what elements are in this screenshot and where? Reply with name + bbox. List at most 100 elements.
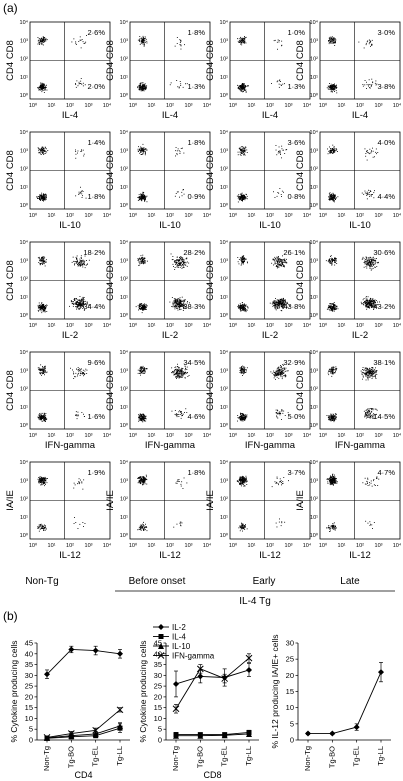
dot bbox=[333, 199, 335, 201]
dot bbox=[39, 306, 41, 308]
dot bbox=[178, 259, 180, 261]
dot bbox=[278, 260, 280, 261]
dot bbox=[44, 368, 46, 370]
dot bbox=[244, 87, 246, 89]
x-tick-label: 10¹ bbox=[48, 433, 56, 439]
dot bbox=[45, 370, 46, 372]
dot bbox=[174, 301, 175, 303]
dot bbox=[43, 309, 44, 311]
dot bbox=[281, 45, 282, 47]
dot bbox=[370, 258, 372, 260]
dot bbox=[243, 148, 245, 150]
dot bbox=[377, 262, 379, 264]
dot bbox=[370, 85, 372, 86]
dot bbox=[330, 90, 332, 92]
dot bbox=[44, 374, 45, 376]
dot bbox=[44, 197, 46, 198]
dot bbox=[333, 89, 334, 90]
dot bbox=[240, 416, 242, 417]
dot bbox=[278, 368, 279, 370]
dot bbox=[45, 372, 47, 374]
dot bbox=[242, 419, 244, 421]
dot bbox=[138, 420, 140, 422]
dot bbox=[143, 194, 144, 196]
dot bbox=[243, 149, 245, 151]
dot bbox=[171, 372, 172, 374]
dot bbox=[241, 194, 243, 196]
dot bbox=[377, 304, 379, 306]
dot bbox=[242, 309, 244, 311]
dot bbox=[82, 149, 84, 151]
dot bbox=[244, 261, 245, 262]
dot bbox=[365, 153, 367, 154]
dot bbox=[40, 414, 42, 416]
dot bbox=[142, 198, 144, 199]
dot bbox=[333, 308, 335, 310]
x-tick-label: 10¹ bbox=[248, 103, 256, 109]
dot bbox=[370, 305, 372, 307]
dot bbox=[239, 196, 241, 198]
dot bbox=[246, 149, 248, 151]
dot bbox=[81, 372, 83, 374]
dot bbox=[182, 304, 184, 306]
dot bbox=[239, 196, 241, 198]
dot bbox=[240, 372, 242, 374]
dot bbox=[176, 153, 178, 154]
dot bbox=[175, 155, 176, 157]
dot bbox=[144, 369, 146, 371]
dot bbox=[80, 78, 82, 79]
dot bbox=[331, 369, 332, 370]
dot bbox=[44, 415, 46, 417]
dot bbox=[179, 375, 181, 377]
dot bbox=[240, 88, 242, 90]
dot bbox=[179, 373, 181, 375]
dot bbox=[177, 262, 179, 264]
dot bbox=[331, 262, 332, 264]
dot bbox=[240, 40, 242, 42]
dot bbox=[362, 299, 364, 301]
dot bbox=[366, 257, 368, 259]
dot bbox=[240, 306, 242, 308]
dot bbox=[281, 298, 283, 300]
dot bbox=[72, 301, 74, 303]
x-tick-label: 10⁴ bbox=[393, 212, 402, 219]
dot bbox=[371, 43, 373, 45]
dot bbox=[328, 87, 330, 89]
dot bbox=[41, 39, 43, 41]
dot bbox=[42, 418, 44, 419]
dot bbox=[276, 267, 278, 269]
dot bbox=[239, 40, 241, 41]
dot bbox=[76, 307, 78, 309]
dot bbox=[78, 299, 80, 301]
y-tick-label: 10¹ bbox=[310, 75, 318, 81]
dot bbox=[79, 264, 81, 266]
dot bbox=[39, 89, 40, 90]
dot bbox=[284, 304, 286, 305]
dot bbox=[146, 195, 148, 197]
dot bbox=[145, 303, 147, 305]
dot bbox=[366, 41, 368, 43]
dot bbox=[41, 192, 43, 194]
scatter-dots bbox=[36, 146, 87, 202]
dot bbox=[332, 370, 334, 372]
dot bbox=[40, 86, 42, 87]
dot bbox=[243, 263, 244, 265]
dot bbox=[373, 302, 374, 304]
y-tick-label: 10⁰ bbox=[120, 312, 129, 319]
dot bbox=[43, 148, 45, 150]
dot bbox=[242, 308, 243, 309]
dot bbox=[43, 307, 45, 308]
dot bbox=[281, 369, 282, 371]
dot bbox=[41, 302, 43, 304]
dot bbox=[139, 370, 141, 372]
dot bbox=[145, 420, 147, 422]
dot bbox=[140, 372, 141, 374]
dot bbox=[274, 375, 276, 376]
dot bbox=[80, 264, 82, 266]
dot bbox=[141, 367, 143, 368]
dot bbox=[81, 150, 83, 152]
dot bbox=[178, 367, 179, 369]
dot bbox=[242, 200, 243, 202]
dot bbox=[278, 192, 280, 194]
dot bbox=[332, 306, 334, 308]
